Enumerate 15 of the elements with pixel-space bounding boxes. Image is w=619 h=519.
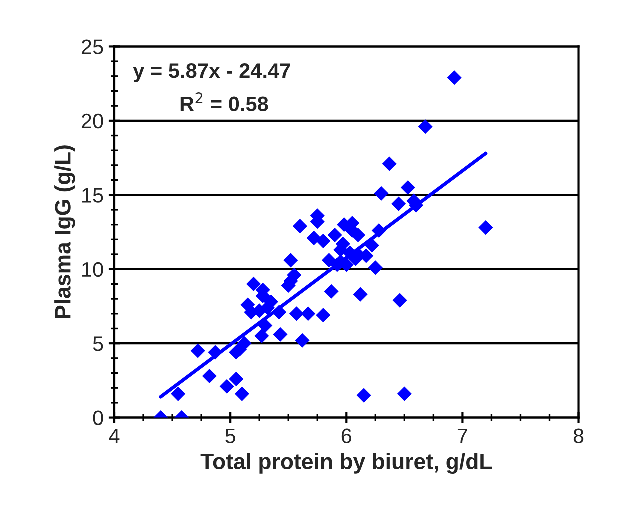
x-tick-label: 7 xyxy=(458,428,468,444)
annotation: y = 5.87x - 24.47 xyxy=(133,64,290,82)
x-tick-label: 6 xyxy=(342,428,352,444)
x-tick-label: 8 xyxy=(574,428,584,444)
annotation: R$^{2}$ = 0.58 xyxy=(180,92,268,112)
y-tick-label: 10 xyxy=(82,262,104,278)
y-tick-label: 25 xyxy=(82,40,104,54)
y-tick-label: 20 xyxy=(82,114,104,129)
y-tick-label: 0 xyxy=(93,410,104,426)
y-axis-title: Plasma IgG (g/L) xyxy=(54,146,76,318)
x-axis-title: Total protein by biuret, g/dL xyxy=(200,453,492,474)
y-tick-label: 15 xyxy=(82,188,104,203)
x-tick-label: 4 xyxy=(109,428,120,444)
y-tick-label: 5 xyxy=(93,336,104,352)
x-tick-label: 5 xyxy=(226,428,236,444)
